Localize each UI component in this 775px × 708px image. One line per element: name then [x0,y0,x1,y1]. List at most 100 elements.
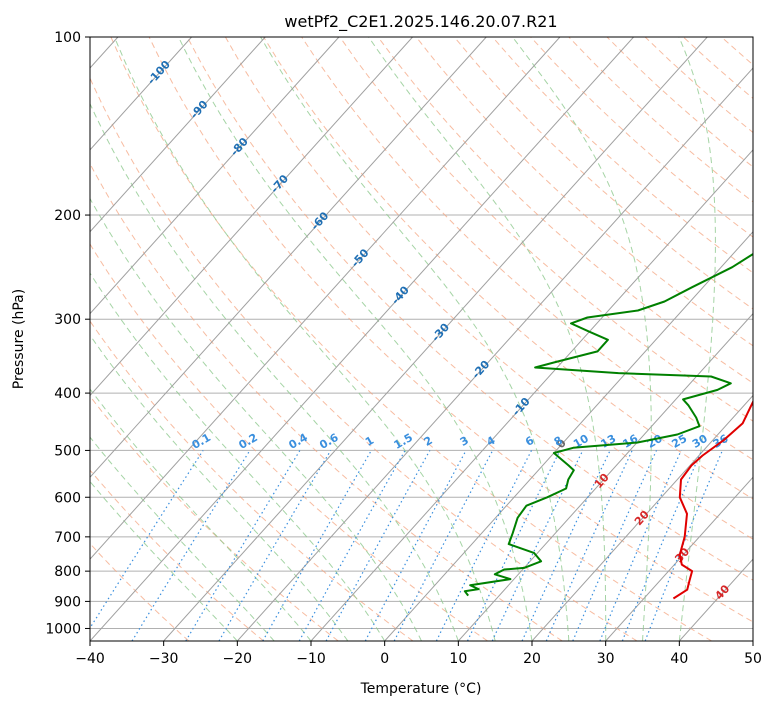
moist-adiabat-line [178,37,533,641]
dry-adiabat-line [90,542,190,641]
moist-adiabat-line [260,37,570,641]
moist-adiabat-line [90,272,386,641]
dry-adiabat-line [530,37,753,238]
mixing-ratio-labels: 0.1 0.2 0.4 0.6 1 1.5 2 3 4 6 8 10 13 16 20 25 30 36 [190,431,731,452]
x-tick-label: 10 [449,651,467,667]
chart-title: wetPf2_C2E1.2025.146.20.07.R21 [284,12,557,32]
dry-adiabat-line [453,37,753,310]
mixing-ratio-label: 16 [621,432,641,451]
mixing-ratio-label: 0.2 [236,431,259,452]
mixing-ratio-line [90,450,204,630]
y-tick-label: 100 [54,30,81,46]
mixing-ratio-line [364,450,467,641]
mixing-ratio-line [218,450,332,641]
plot-area: -100-90-80-70-60-50-40-30-20-10010203040… [89,36,775,642]
x-tick-label: 30 [597,651,615,667]
isotherm-line [236,67,753,641]
y-tick-label: 200 [54,208,81,224]
dry-adiabat-line [90,162,563,641]
isotherm-line [310,149,753,641]
x-tick-label: −10 [296,651,326,667]
mixing-ratio-line [644,450,723,641]
mixing-ratio-line [491,450,584,641]
y-axis: 100 200 300 400 500 600 700 800 900 1000 [45,30,90,637]
moist-adiabat-line [90,334,349,641]
mixing-ratio-line [325,450,431,641]
plot-frame [89,36,754,642]
dry-adiabat-line [606,37,753,168]
mixing-ratio-label: 3 [458,434,471,449]
mixing-ratio-line [599,450,682,641]
dry-adiabat-line [110,37,712,641]
y-tick-label: 400 [54,386,81,402]
y-tick-label: 1000 [45,621,81,637]
mixing-ratio-line [435,450,533,641]
dewpoint-profile-line [463,252,753,597]
moist-adiabat-line [512,37,652,641]
isotherm-line [531,394,753,641]
y-axis-label: Pressure (hPa) [11,289,27,389]
isotherm-line [90,37,413,397]
mixing-ratio-label: 1 [363,434,376,449]
mixing-ratio-line [466,450,561,641]
x-axis: −40 −30 −20 −10 0 10 20 30 40 50 [75,641,762,667]
mixing-ratio-label: 30 [690,432,710,451]
mixing-ratio-line [521,450,611,641]
isotherm-line [678,558,753,641]
isotherm-line [90,37,634,641]
isotherm-line [384,230,753,641]
moist-adiabat-line [90,102,459,641]
dry-adiabat-line [263,37,753,500]
moist-adiabat-line [90,436,275,641]
mixing-ratio-label: 6 [523,434,536,449]
moist-adiabat-line [90,480,238,641]
dry-adiabat-line [148,37,753,623]
x-tick-label: 50 [744,651,762,667]
isotherm-line [163,37,708,641]
isotherm-line [605,476,753,641]
y-tick-label: 700 [54,530,81,546]
mixing-ratio-line [131,450,251,641]
mixing-ratio-label: 1.5 [392,431,415,452]
y-tick-label: 500 [54,443,81,459]
mixing-ratio-label: 13 [598,432,618,451]
x-tick-label: 40 [670,651,688,667]
x-tick-label: −40 [75,651,105,667]
background-lines [90,37,775,641]
moist-adiabat-line [678,37,716,641]
moist-adiabat-line [113,37,496,641]
profile-lines [463,252,753,600]
dry-adiabat-line [90,243,488,641]
isotherm-line [90,37,487,479]
y-tick-label: 900 [54,594,81,610]
mixing-ratio-label: 0.4 [286,431,310,452]
y-tick-label: 300 [54,312,81,328]
x-tick-label: 20 [523,651,541,667]
mixing-ratio-line [393,450,494,641]
mixing-ratio-line [262,450,372,641]
x-tick-label: 0 [380,651,389,667]
dry-adiabat-line [760,37,775,641]
isotherm-line [457,312,753,641]
dry-adiabat-line [415,37,753,347]
mixing-ratio-line [545,450,633,641]
isotherm-line [752,640,753,641]
temperature-profile-line [672,399,753,600]
dry-adiabat-line [721,37,753,66]
dry-adiabat-line [90,320,414,641]
x-tick-label: −20 [223,651,253,667]
dry-adiabat-line [682,37,753,100]
isotherm-line [90,37,561,560]
mixing-ratio-line [572,450,658,641]
y-tick-label: 800 [54,564,81,580]
dry-adiabat-line [224,37,753,540]
mixing-ratio-line [185,450,301,641]
y-tick-label: 600 [54,490,81,506]
isotherm-line [90,37,192,151]
mixing-ratio-label: 2 [422,434,435,449]
moist-adiabat-line [368,37,607,641]
x-tick-label: −30 [149,651,179,667]
mixing-ratio-line [298,450,406,641]
